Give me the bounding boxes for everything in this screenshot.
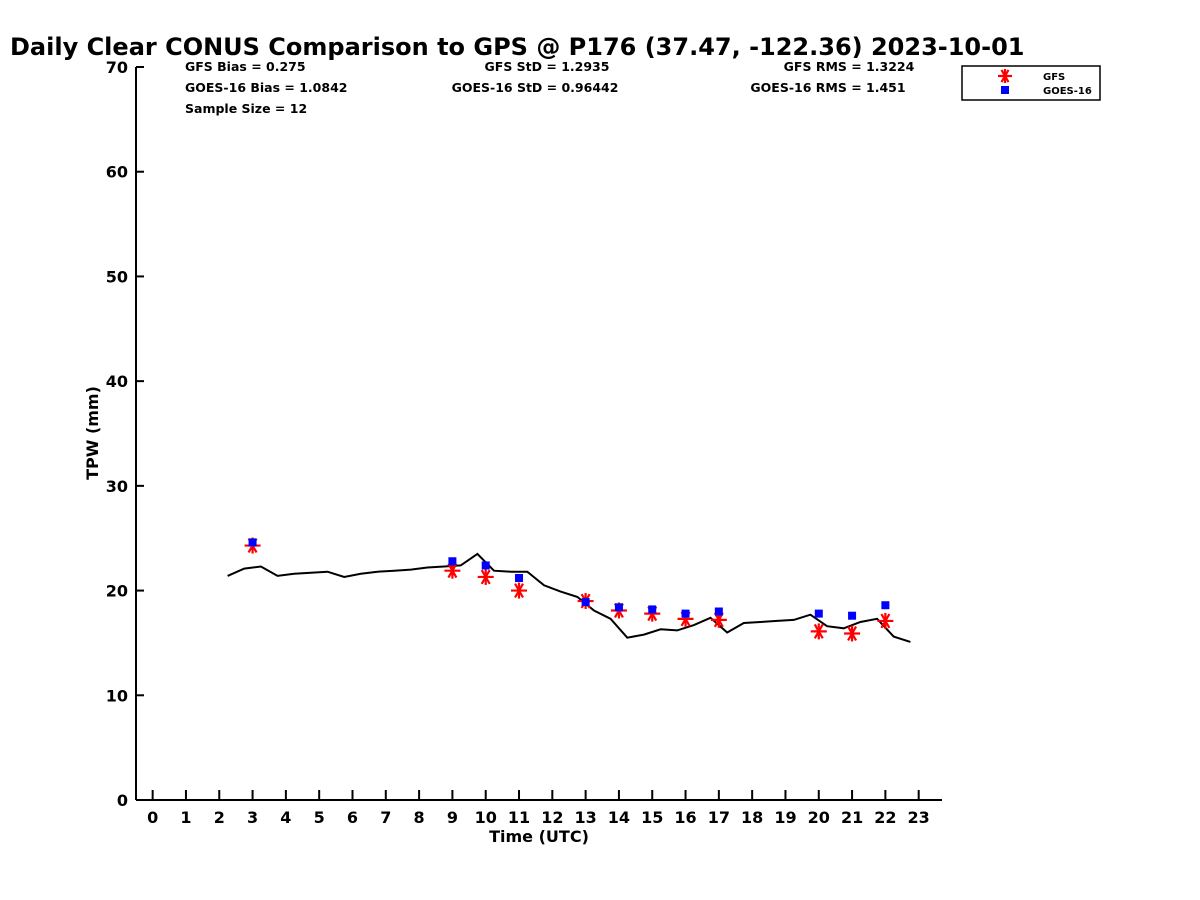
- x-tick-label: 23: [908, 808, 930, 827]
- legend-entries: GFS GOES-16: [998, 69, 1092, 97]
- x-tick-label: 19: [774, 808, 796, 827]
- gfs-point: [844, 625, 861, 642]
- goes-point: [648, 605, 657, 614]
- x-tick-label: 6: [347, 808, 358, 827]
- x-tick-label: 4: [280, 808, 291, 827]
- gfs-point: [511, 582, 528, 599]
- goes-point: [481, 561, 490, 570]
- chart-title: Daily Clear CONUS Comparison to GPS @ P1…: [10, 33, 1024, 61]
- goes-point: [581, 598, 590, 607]
- x-tick-label: 12: [541, 808, 563, 827]
- y-tick-label: 70: [106, 58, 128, 77]
- y-tick-label: 40: [106, 372, 128, 391]
- goes-point: [881, 601, 890, 610]
- x-tick-label: 21: [841, 808, 863, 827]
- x-tick-label: 22: [874, 808, 896, 827]
- stat-sample-size: Sample Size = 12: [185, 101, 307, 116]
- goes-point: [448, 557, 457, 566]
- x-ticks: 0 1 2 3 4 5 6 7 8 9 10 11 12 13 14 15 16 17 18 19 20 21 22 23: [147, 790, 930, 827]
- goes-point: [614, 603, 623, 612]
- x-tick-label: 16: [674, 808, 696, 827]
- goes-point: [714, 607, 723, 616]
- x-tick-label: 18: [741, 808, 763, 827]
- goes-point: [848, 611, 857, 620]
- x-tick-label: 7: [380, 808, 391, 827]
- y-tick-label: 50: [106, 267, 128, 286]
- x-tick-label: 14: [608, 808, 630, 827]
- legend-gfs-marker: [998, 69, 1012, 83]
- x-tick-label: 11: [508, 808, 530, 827]
- gfs-point: [477, 568, 494, 585]
- goes-point: [248, 538, 257, 547]
- series-layer: [227, 537, 911, 643]
- stat-goes-rms: GOES-16 RMS = 1.451: [750, 80, 905, 95]
- y-axis-label: TPW (mm): [83, 386, 102, 480]
- legend-label: GOES-16: [1043, 86, 1092, 97]
- x-tick-label: 10: [475, 808, 497, 827]
- y-tick-label: 60: [106, 163, 128, 182]
- y-tick-label: 30: [106, 477, 128, 496]
- y-ticks: 0 10 20 30 40 50 60 70: [106, 58, 144, 810]
- x-tick-label: 15: [641, 808, 663, 827]
- x-tick-label: 5: [314, 808, 325, 827]
- x-tick-label: 2: [214, 808, 225, 827]
- stat-goes-std: GOES-16 StD = 0.96442: [452, 80, 619, 95]
- stat-goes-bias: GOES-16 Bias = 1.0842: [185, 80, 347, 95]
- goes-point: [814, 609, 823, 618]
- x-tick-label: 1: [180, 808, 191, 827]
- x-tick-label: 3: [247, 808, 258, 827]
- goes-point: [515, 574, 524, 583]
- legend-goes-marker: [1001, 86, 1009, 94]
- goes-point: [681, 609, 690, 618]
- stats-panel: GFS Bias = 0.275 GOES-16 Bias = 1.0842 S…: [185, 59, 915, 116]
- x-tick-label: 0: [147, 808, 158, 827]
- stat-gfs-bias: GFS Bias = 0.275: [185, 59, 306, 74]
- y-tick-label: 0: [117, 791, 128, 810]
- x-tick-label: 8: [414, 808, 425, 827]
- series-line: [227, 552, 911, 643]
- x-tick-label: 13: [574, 808, 596, 827]
- y-tick-label: 10: [106, 686, 128, 705]
- gfs-point: [810, 623, 827, 640]
- legend-box: [961, 65, 1101, 101]
- x-tick-label: 9: [447, 808, 458, 827]
- y-tick-label: 20: [106, 582, 128, 601]
- legend-label: GFS: [1043, 72, 1065, 83]
- stat-gfs-rms: GFS RMS = 1.3224: [784, 59, 915, 74]
- x-axis-label: Time (UTC): [489, 827, 589, 846]
- x-tick-label: 20: [808, 808, 830, 827]
- legend: GFS GOES-16: [961, 65, 1101, 101]
- stat-gfs-std: GFS StD = 1.2935: [485, 59, 610, 74]
- gfs-point: [444, 562, 461, 579]
- gfs-point: [877, 612, 894, 629]
- x-tick-label: 17: [708, 808, 730, 827]
